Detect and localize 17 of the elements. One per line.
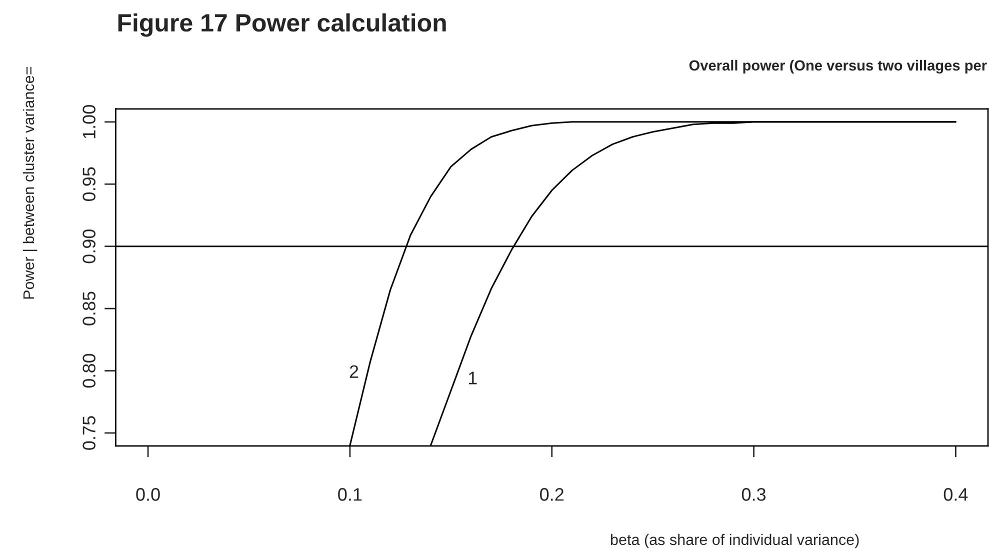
x-tick-label: 0.0 [136, 488, 160, 501]
y-tick-label: 0.80 [82, 354, 96, 388]
y-axis-title: Power | between cluster variance= [22, 67, 38, 299]
y-tick-label: 0.85 [82, 292, 96, 326]
y-tick-label: 0.90 [82, 229, 96, 264]
series-label: 1 [468, 372, 477, 384]
y-tick-label: 0.95 [82, 167, 96, 201]
x-tick-label: 0.3 [742, 488, 766, 501]
series-label: 2 [350, 365, 358, 378]
x-axis-title: beta (as share of individual variance) [610, 534, 859, 548]
y-tick-label: 0.75 [82, 416, 96, 450]
chart-subtitle: Overall power (One versus two villages per [689, 60, 987, 74]
chart-title: Figure 17 Power calculation [118, 13, 446, 37]
x-tick-label: 0.4 [944, 488, 968, 501]
x-tick-label: 0.2 [540, 488, 564, 501]
x-tick-label: 0.1 [338, 488, 362, 501]
y-tick-label: 1.00 [82, 105, 96, 138]
